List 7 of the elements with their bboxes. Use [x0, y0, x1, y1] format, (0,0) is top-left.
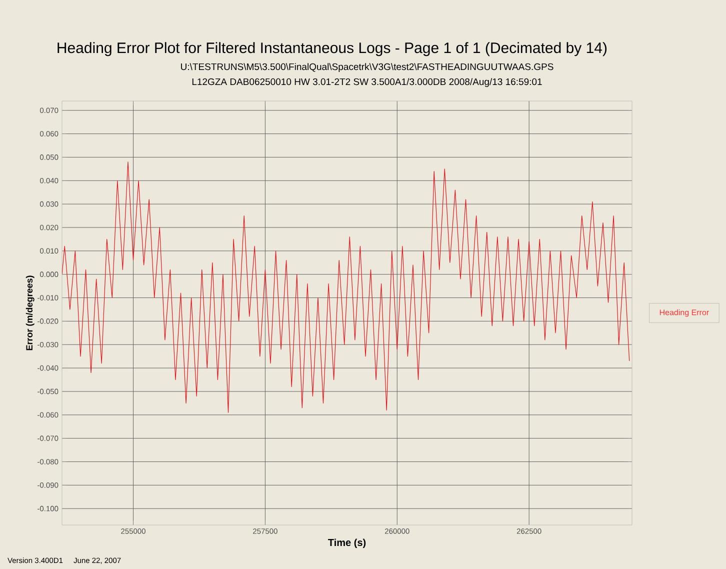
x-axis-title: Time (s) [328, 538, 366, 548]
chart-subtitle: U:\TESTRUNS\M5\3.500\FinalQual\Spacetrk\V3G\test2\FASTHEADINGUUTWAAS.GPS [181, 63, 554, 72]
text: L12GZA DAB06250010 HW 3.01-2T2 SW 3.500A1/3.000DB 2008/Aug/13 16:59:01 [192, 78, 542, 87]
chart-title: Heading Error Plot for Filtered Instantaneous Logs - Page 1 of 1 (Decimated by 14) [58, 42, 607, 56]
y-axis-title: Error (m/degrees) [26, 276, 34, 350]
text: Heading Error [660, 309, 709, 317]
line-series [62, 162, 630, 413]
